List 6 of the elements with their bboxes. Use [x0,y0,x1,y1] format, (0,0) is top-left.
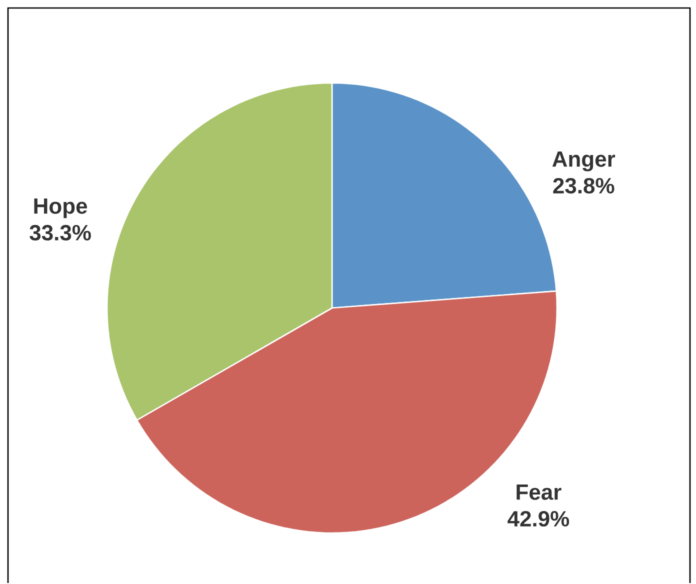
data-label: 23.8% [553,178,614,194]
data-label: 33.3% [30,225,91,241]
data-label: 42.9% [508,511,570,527]
slice-label: Anger [552,152,616,172]
slice-label: Fear [516,484,562,500]
slice-label: Hope [34,198,88,218]
